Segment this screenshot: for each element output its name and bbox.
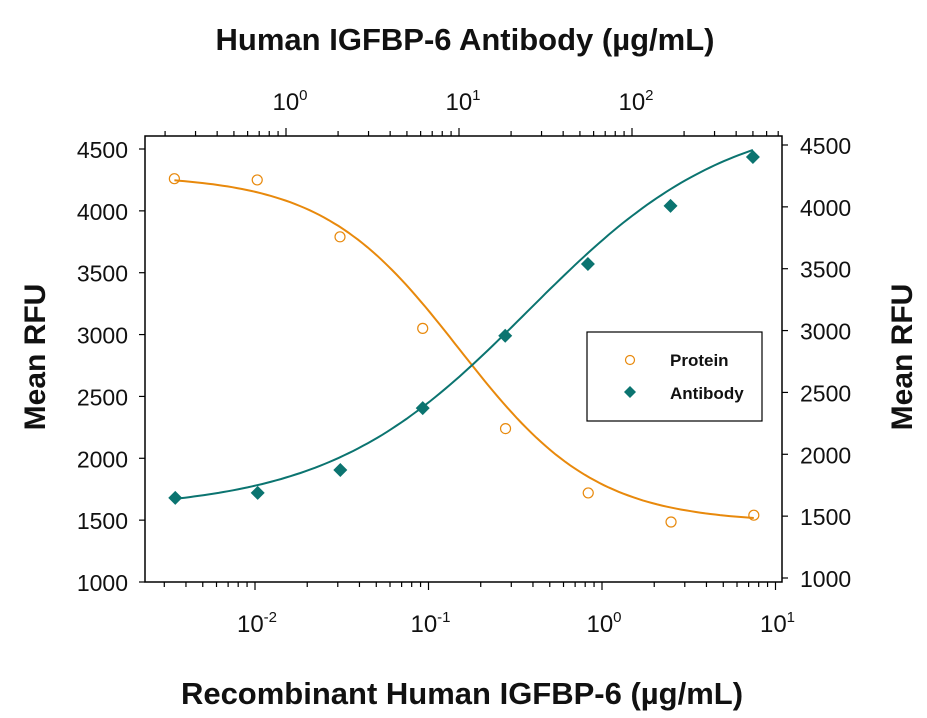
legend: Protein Antibody (586, 331, 763, 422)
plot-frame (144, 135, 783, 583)
point-protein (582, 487, 594, 499)
left-tick-label: 1500 (77, 508, 128, 534)
point-protein (748, 509, 760, 521)
right-axis-title: Mean RFU (886, 284, 919, 431)
legend-marker-antibody (624, 386, 636, 398)
legend-label-antibody: Antibody (670, 384, 744, 403)
legend-label-protein: Protein (670, 351, 729, 370)
left-tick-label: 3000 (77, 323, 128, 349)
point-protein (499, 422, 512, 435)
point-protein (334, 231, 346, 243)
bottom-axis-title: Recombinant Human IGFBP-6 (µg/mL) (181, 676, 743, 711)
bottom-tick-label: 10-1 (410, 609, 450, 638)
fit-curves (174, 149, 754, 519)
point-antibody (415, 401, 430, 416)
data-points (168, 150, 760, 528)
right-tick-label: 4000 (800, 195, 851, 221)
top-tick-label: 102 (618, 87, 653, 116)
point-antibody (745, 150, 760, 165)
right-tick-label: 4500 (800, 133, 851, 159)
bottom-tick-label: 101 (760, 609, 795, 638)
bottom-tick-label: 10-2 (237, 609, 277, 638)
right-tick-label: 1000 (800, 566, 851, 592)
point-antibody (580, 257, 595, 272)
right-tick-label: 1500 (800, 504, 851, 530)
right-tick-label: 2000 (800, 442, 851, 468)
point-antibody (250, 485, 265, 500)
left-tick-label: 4000 (77, 199, 128, 225)
legend-marker-protein (624, 354, 636, 366)
left-axis-title: Mean RFU (19, 284, 52, 431)
bottom-tick-label: 100 (586, 609, 621, 638)
fit-curve-protein (174, 179, 754, 519)
right-tick-label: 3500 (800, 257, 851, 283)
right-tick-label: 3000 (800, 319, 851, 345)
point-antibody (498, 328, 513, 343)
left-tick-label: 2000 (77, 446, 128, 472)
top-axis-title: Human IGFBP-6 Antibody (µg/mL) (216, 22, 715, 57)
left-tick-label: 4500 (77, 137, 128, 163)
axes: 1000 1500 2000 2500 3000 3500 4000 4500 1000 1500… (77, 87, 851, 638)
point-protein (417, 322, 429, 334)
top-tick-label: 101 (445, 87, 480, 116)
point-protein (665, 516, 677, 528)
top-tick-label: 100 (272, 87, 307, 116)
point-protein (251, 174, 263, 186)
point-protein (168, 173, 180, 185)
left-tick-label: 1000 (77, 570, 128, 596)
fit-curve-antibody (175, 149, 754, 500)
left-tick-label: 2500 (77, 384, 128, 410)
right-tick-label: 2500 (800, 380, 851, 406)
point-antibody (663, 198, 678, 213)
point-antibody (168, 490, 183, 505)
point-antibody (333, 463, 348, 478)
legend-box (586, 331, 763, 422)
left-tick-label: 3500 (77, 261, 128, 287)
